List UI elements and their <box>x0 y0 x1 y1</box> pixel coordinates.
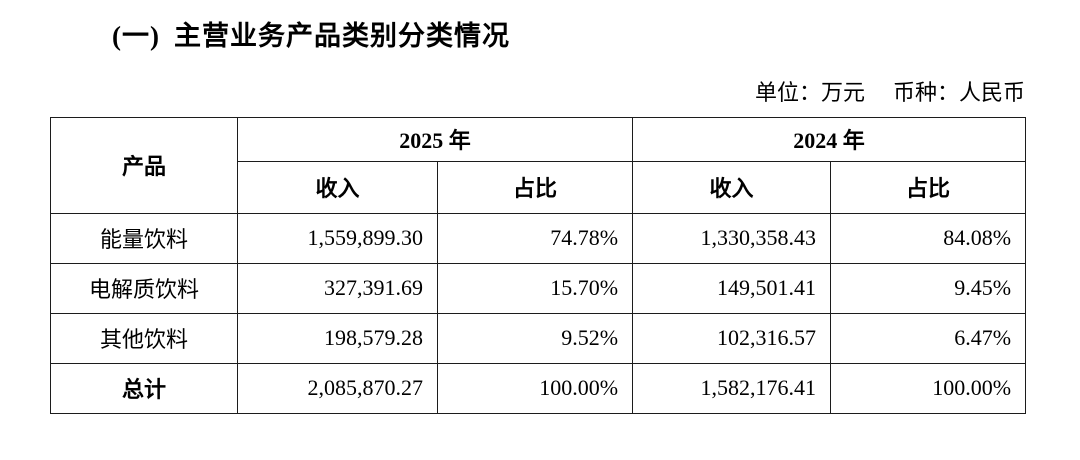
unit-currency-line: 单位：万元 币种：人民币 <box>50 79 1025 108</box>
income-2025-cell: 327,391.69 <box>237 262 438 314</box>
share-2024-cell: 6.47% <box>830 312 1027 364</box>
header-income-2024: 收入 <box>632 160 832 214</box>
share-2025-cell: 74.78% <box>436 212 634 264</box>
header-income-2025: 收入 <box>237 160 438 214</box>
total-share-2025-cell: 100.00% <box>436 362 634 414</box>
total-income-2024-cell: 1,582,176.41 <box>632 362 832 414</box>
table-row-electrolyte-drinks: 电解质饮料 327,391.69 15.70% 149,501.41 9.45% <box>50 262 1027 314</box>
product-cell: 电解质饮料 <box>50 262 238 314</box>
income-2025-cell: 198,579.28 <box>237 312 438 364</box>
total-label-cell: 总计 <box>50 362 238 414</box>
section-number: (一) <box>112 21 160 51</box>
table-row-other-drinks: 其他饮料 198,579.28 9.52% 102,316.57 6.47% <box>50 312 1027 364</box>
share-2024-cell: 9.45% <box>830 262 1027 314</box>
header-share-2025: 占比 <box>436 160 634 214</box>
header-share-2024: 占比 <box>830 160 1027 214</box>
section-title: (一) 主营业务产品类别分类情况 <box>112 20 1080 52</box>
product-cell: 能量饮料 <box>50 212 238 264</box>
table-row-energy-drinks: 能量饮料 1,559,899.30 74.78% 1,330,358.43 84… <box>50 212 1027 264</box>
header-year-2025: 2025 年 <box>236 116 634 162</box>
header-year-2024: 2024 年 <box>632 116 1027 162</box>
header-row-years: 产品 2025 年 2024 年 <box>50 116 1027 214</box>
total-share-2024-cell: 100.00% <box>830 362 1027 414</box>
share-2024-cell: 84.08% <box>830 212 1027 264</box>
header-product: 产品 <box>50 116 238 214</box>
income-2024-cell: 102,316.57 <box>632 312 832 364</box>
table-row-total: 总计 2,085,870.27 100.00% 1,582,176.41 100… <box>50 362 1027 414</box>
share-2025-cell: 15.70% <box>436 262 634 314</box>
income-2024-cell: 149,501.41 <box>632 262 832 314</box>
unit-label: 单位：万元 <box>754 80 865 106</box>
income-2024-cell: 1,330,358.43 <box>632 212 832 264</box>
total-income-2025-cell: 2,085,870.27 <box>237 362 438 414</box>
document-page: (一) 主营业务产品类别分类情况 单位：万元 币种：人民币 产品 2025 年 20… <box>0 20 1080 460</box>
income-2025-cell: 1,559,899.30 <box>237 212 438 264</box>
currency-label: 币种：人民币 <box>892 80 1025 106</box>
product-category-table: 产品 2025 年 2024 年 收入 占比 收入 占比 能量饮料 1,559,… <box>50 116 1027 414</box>
share-2025-cell: 9.52% <box>436 312 634 364</box>
section-title-text: 主营业务产品类别分类情况 <box>173 21 510 51</box>
product-cell: 其他饮料 <box>50 312 238 364</box>
